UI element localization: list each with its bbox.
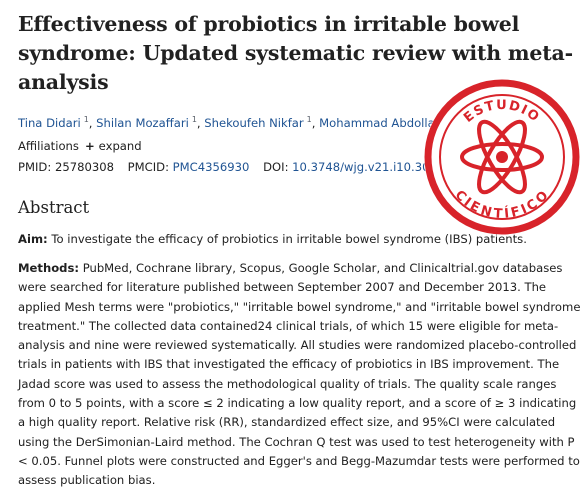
affiliation-number[interactable]: 1 [191, 115, 197, 124]
aim-text: To investigate the efficacy of probiotic… [51, 232, 527, 246]
author-name: Shekoufeh Nikfar [204, 115, 304, 130]
affiliations-toggle[interactable]: Affiliations + expand [18, 139, 142, 153]
doi-label: DOI: [263, 160, 289, 174]
pmid-label: PMID: [18, 160, 52, 174]
article-identifiers: PMID: 25780308 PMCID: PMC4356930 DOI: 10… [18, 160, 444, 174]
aim-label: Aim: [18, 232, 48, 246]
pmcid-link[interactable]: PMC4356930 [172, 160, 250, 174]
methods-paragraph: Methods: PubMed, Cochrane library, Scopu… [18, 259, 582, 491]
affiliations-label: Affiliations [18, 139, 79, 153]
abstract-heading: Abstract [18, 198, 90, 217]
author-link[interactable]: Mohammad Abdollah [319, 116, 442, 130]
plus-icon: + [84, 139, 95, 153]
estudio-cientifico-stamp: ESTUDIO CIENTÍFICO [424, 79, 580, 235]
affiliation-number[interactable]: 1 [83, 115, 89, 124]
article-page: Effectiveness of probiotics in irritable… [18, 12, 582, 487]
expand-label: expand [98, 139, 142, 153]
affiliation-number[interactable]: 1 [306, 115, 312, 124]
author-name: Mohammad Abdollah [319, 115, 443, 130]
pmid-value: 25780308 [54, 160, 114, 174]
atom-icon [460, 119, 544, 195]
methods-label: Methods: [18, 261, 79, 275]
author-name: Shilan Mozaffari [96, 115, 189, 130]
aim-paragraph: Aim: To investigate the efficacy of prob… [18, 230, 582, 249]
author-link[interactable]: Tina Didari 1 [18, 115, 89, 130]
author-list: Tina Didari 1, Shilan Mozaffari 1, Shekouf… [18, 115, 443, 130]
author-name: Tina Didari [18, 115, 81, 130]
stamp-inner-ring [439, 94, 565, 220]
doi-link[interactable]: 10.3748/wjg.v21.i10.3072 [292, 160, 445, 174]
methods-text: PubMed, Cochrane library, Scopus, Google… [18, 261, 581, 488]
author-link[interactable]: Shilan Mozaffari 1 [96, 115, 197, 130]
article-title: Effectiveness of probiotics in irritable… [18, 12, 573, 94]
stamp-outer-ring [424, 79, 580, 235]
pmcid-label: PMCID: [127, 160, 169, 174]
author-link[interactable]: Shekoufeh Nikfar 1 [204, 115, 312, 130]
